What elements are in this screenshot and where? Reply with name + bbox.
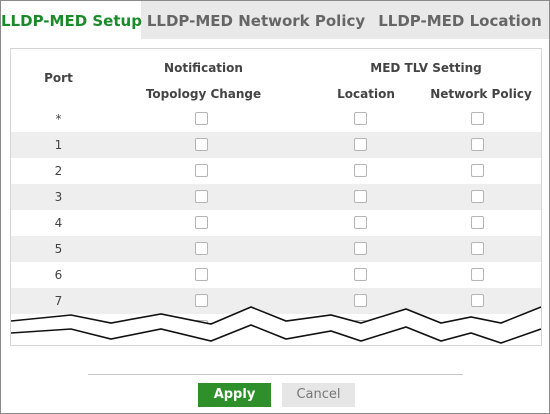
table-row: 7: [11, 288, 541, 314]
network-policy-checkbox[interactable]: [471, 164, 484, 177]
topology-change-checkbox[interactable]: [195, 242, 208, 255]
topology-change-checkbox[interactable]: [195, 268, 208, 281]
header-network-policy: Network Policy: [430, 87, 532, 101]
location-checkbox[interactable]: [354, 138, 367, 151]
topology-change-checkbox[interactable]: [195, 294, 208, 307]
topology-change-checkbox[interactable]: [195, 190, 208, 203]
location-checkbox[interactable]: [354, 242, 367, 255]
tab-lldp-med-network-policy[interactable]: LLDP-MED Network Policy: [146, 12, 366, 30]
port-label: 3: [54, 190, 63, 204]
table-row: 4: [11, 210, 541, 236]
location-checkbox[interactable]: [354, 294, 367, 307]
port-label: 6: [54, 268, 63, 282]
table-row: 1: [11, 132, 541, 158]
location-checkbox[interactable]: [354, 164, 367, 177]
port-label: 1: [54, 138, 63, 152]
location-checkbox[interactable]: [354, 190, 367, 203]
cancel-button[interactable]: Cancel: [282, 383, 355, 407]
tab-lldp-med-location[interactable]: LLDP-MED Location: [378, 12, 542, 30]
network-policy-checkbox[interactable]: [471, 268, 484, 281]
tab-lldp-med-setup[interactable]: LLDP-MED Setup: [1, 1, 142, 39]
tab-bar: LLDP-MED Setup LLDP-MED Network Policy L…: [1, 1, 549, 39]
location-checkbox[interactable]: [354, 268, 367, 281]
port-label: *: [55, 112, 62, 126]
table-row: 6: [11, 262, 541, 288]
network-policy-checkbox[interactable]: [471, 112, 484, 125]
network-policy-checkbox[interactable]: [471, 190, 484, 203]
apply-button[interactable]: Apply: [198, 383, 271, 407]
header-port: Port: [44, 71, 73, 85]
topology-change-checkbox[interactable]: [195, 164, 208, 177]
port-label: 5: [54, 242, 63, 256]
header-topology-change: Topology Change: [145, 87, 262, 101]
header-med-tlv-setting: MED TLV Setting: [370, 61, 482, 75]
topology-change-checkbox[interactable]: [195, 216, 208, 229]
network-policy-checkbox[interactable]: [471, 138, 484, 151]
button-separator: [88, 374, 463, 375]
topology-change-checkbox[interactable]: [195, 112, 208, 125]
page-break-graphic: [11, 306, 541, 344]
network-policy-checkbox[interactable]: [471, 294, 484, 307]
table-row: 5: [11, 236, 541, 262]
table-row: 2: [11, 158, 541, 184]
settings-table: Port Notification MED TLV Setting Topolo…: [10, 48, 542, 346]
port-label: 2: [54, 164, 63, 178]
network-policy-checkbox[interactable]: [471, 242, 484, 255]
location-checkbox[interactable]: [354, 216, 367, 229]
topology-change-checkbox[interactable]: [195, 138, 208, 151]
port-label: 4: [54, 216, 63, 230]
port-label: 7: [54, 294, 63, 308]
location-checkbox[interactable]: [354, 112, 367, 125]
table-row: 3: [11, 184, 541, 210]
table-row: *: [11, 106, 541, 132]
header-location: Location: [337, 87, 395, 101]
header-notification: Notification: [164, 61, 243, 75]
network-policy-checkbox[interactable]: [471, 216, 484, 229]
